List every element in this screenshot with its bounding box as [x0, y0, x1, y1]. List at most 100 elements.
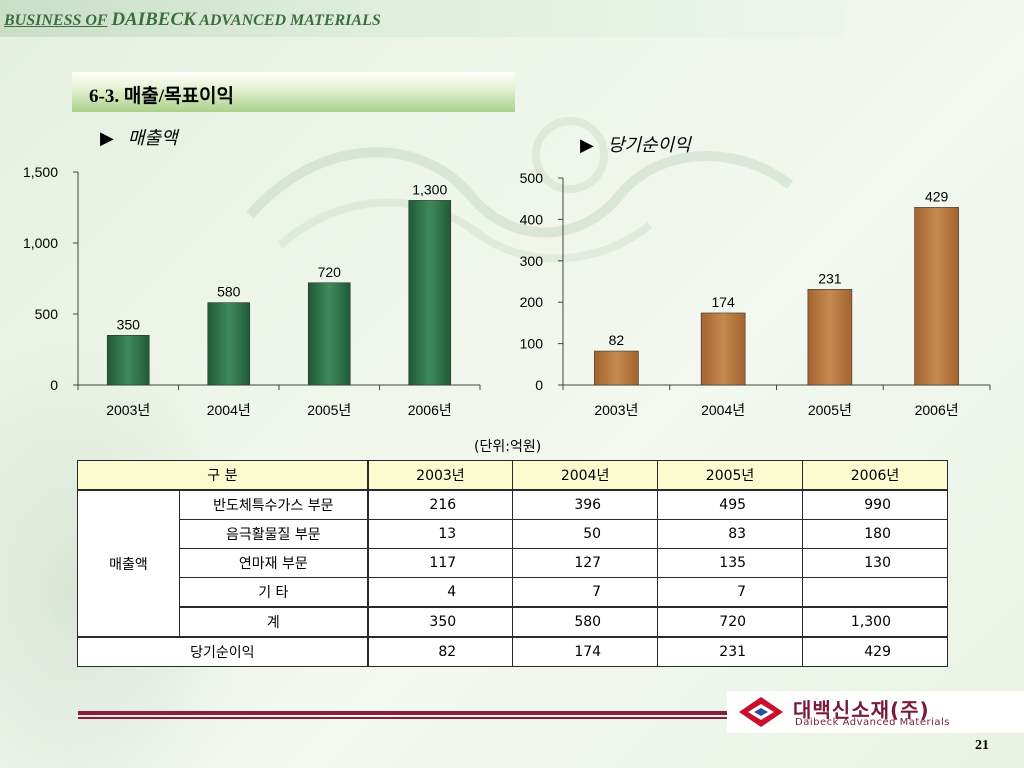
table-cell: 216: [367, 489, 514, 520]
y-tick-label: 200: [520, 294, 544, 310]
table-row-net-income: 당기순이익 82 174 231 429: [76, 636, 948, 667]
table-cell: 180: [802, 519, 948, 549]
table-cell: [802, 577, 948, 608]
table-header-cell: 2003년: [367, 460, 514, 491]
unit-label: (단위:억원): [474, 439, 542, 455]
bar: [207, 302, 251, 386]
x-category-label: 2006년: [915, 402, 959, 418]
y-tick-label: 500: [35, 306, 59, 322]
x-category-label: 2004년: [207, 402, 251, 418]
table-header-row: 구 분 2003년 2004년 2005년 2006년: [76, 460, 948, 491]
bar: [106, 335, 150, 386]
y-tick-label: 0: [50, 377, 58, 393]
table-cell: 495: [657, 489, 804, 520]
table-cell: 83: [657, 519, 804, 549]
section-header: 6-3. 매출/목표이익: [72, 72, 515, 112]
table-cell: 130: [802, 548, 948, 578]
row-label: 연마재 부문: [178, 548, 369, 578]
bullet-icon: ▶: [580, 135, 594, 156]
table-cell: 174: [512, 636, 659, 667]
net-income-bar-chart: 0 100 200 300 400 500 82 2003년 174 2004년 231 2005년 4…: [520, 170, 991, 418]
bar: [700, 312, 746, 386]
table-header-cell: 2006년: [802, 460, 948, 491]
table-row: 매출액 반도체특수가스 부문 216 396 495 990: [77, 489, 948, 638]
table-cell: 50: [512, 519, 659, 549]
y-tick-label: 1,000: [23, 235, 58, 251]
table-cell: 117: [367, 548, 514, 578]
y-tick-label: 100: [520, 336, 544, 352]
footer-divider: [78, 711, 728, 715]
x-category-label: 2003년: [106, 402, 150, 418]
bar-value-label: 174: [711, 294, 735, 310]
header-company: DAIBECK: [111, 9, 196, 30]
bullet-icon: ▶: [100, 128, 114, 149]
bar-value-label: 82: [609, 332, 625, 348]
page-number: 21: [975, 738, 989, 753]
bar-value-label: 1,300: [412, 181, 447, 197]
header-business: BUSINESS OF: [4, 12, 108, 29]
table-cell: 580: [512, 606, 659, 638]
company-logo: 대백신소재(주) Daibeck Advanced Materials: [727, 691, 1024, 733]
table-cell: 4: [367, 577, 514, 608]
sales-bar-chart: 0 500 1,000 1,500 350 2003년 580 2004년 720 2005년 1,…: [23, 164, 481, 418]
bar: [807, 289, 853, 386]
table-cell: 429: [802, 636, 948, 667]
table-header-cell: 구 분: [76, 460, 369, 491]
x-category-label: 2004년: [701, 402, 745, 418]
table-cell: 396: [512, 489, 659, 520]
right-chart-title: ▶ 당기순이익: [580, 131, 691, 157]
row-label: 기 타: [178, 577, 369, 608]
table-row-total: 계 350 580 720 1,300: [78, 606, 948, 638]
y-tick-label: 300: [520, 253, 544, 269]
background-swirl: [246, 117, 794, 263]
right-chart-title-text: 당기순이익: [607, 135, 691, 156]
y-tick-label: 1,500: [23, 164, 58, 180]
bar: [914, 207, 959, 386]
footer-divider: [78, 717, 728, 719]
bar: [307, 282, 351, 386]
bar-value-label: 720: [318, 264, 342, 280]
table-cell: 135: [657, 548, 804, 578]
group-label: 매출액: [77, 489, 180, 638]
bar-value-label: 350: [117, 316, 141, 332]
table-cell: 990: [802, 489, 948, 520]
table-cell: 13: [367, 519, 514, 549]
logo-mark-icon: [739, 697, 783, 727]
table-cell: 231: [657, 636, 804, 667]
left-chart-title-text: 매출액: [127, 128, 178, 149]
bar-value-label: 231: [818, 270, 842, 286]
y-tick-label: 0: [535, 377, 543, 393]
row-label: 음극활물질 부문: [178, 519, 369, 549]
x-category-label: 2005년: [808, 402, 852, 418]
table-header-cell: 2005년: [657, 460, 804, 491]
table-row: 연마재 부문 117 127 135 130: [78, 548, 948, 578]
table-cell: 720: [657, 606, 804, 638]
header-bar: BUSINESS OF DAIBECK ADVANCED MATERIALS: [0, 0, 845, 37]
x-category-label: 2003년: [594, 402, 638, 418]
logo-korean: 대백신소재(주): [793, 698, 930, 722]
bar: [594, 350, 639, 386]
row-label: 당기순이익: [76, 636, 369, 667]
bar: [408, 200, 452, 386]
table-cell: 350: [367, 606, 514, 638]
table-row: 음극활물질 부문 13 50 83 180: [78, 519, 948, 549]
header-rest: ADVANCED MATERIALS: [199, 12, 381, 29]
table-cell: 127: [512, 548, 659, 578]
section-title: 6-3. 매출/목표이익: [89, 86, 234, 107]
y-tick-label: 400: [520, 211, 544, 227]
y-tick-label: 500: [520, 170, 544, 186]
left-chart-title: ▶ 매출액: [100, 124, 178, 150]
table-header-cell: 2004년: [512, 460, 659, 491]
table-cell: 82: [367, 636, 514, 667]
logo-english: Daibeck Advanced Materials: [795, 717, 950, 728]
table-cell: 1,300: [802, 606, 948, 638]
table-cell: 7: [657, 577, 804, 608]
bar-value-label: 580: [217, 284, 241, 300]
row-label: 반도체특수가스 부문: [178, 489, 369, 520]
row-label: 계: [178, 606, 369, 638]
x-category-label: 2006년: [408, 402, 452, 418]
table-cell: 7: [512, 577, 659, 608]
x-category-label: 2005년: [307, 402, 351, 418]
financial-table: 구 분 2003년 2004년 2005년 2006년 매출액 반도체특수가스 …: [76, 460, 948, 667]
bar-value-label: 429: [925, 188, 949, 204]
